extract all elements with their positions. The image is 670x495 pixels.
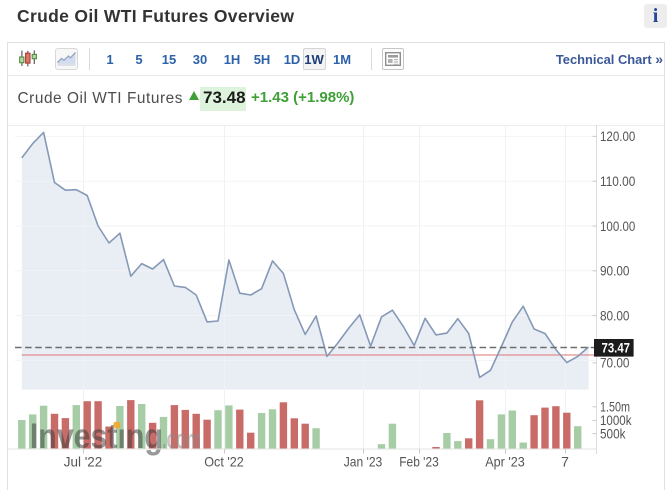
svg-text:Oct '22: Oct '22 (204, 454, 244, 470)
svg-text:Jan '23: Jan '23 (344, 454, 383, 470)
svg-text:7: 7 (561, 454, 569, 470)
svg-text:70.00: 70.00 (600, 355, 630, 371)
svg-text:1.50m: 1.50m (600, 399, 630, 415)
svg-text:Jul '22: Jul '22 (64, 454, 103, 470)
svg-text:Feb '23: Feb '23 (399, 454, 439, 470)
svg-text:73.47: 73.47 (602, 341, 631, 356)
svg-text:1000k: 1000k (600, 412, 632, 428)
svg-text:90.00: 90.00 (600, 263, 630, 279)
svg-text:Apr '23: Apr '23 (485, 454, 525, 470)
svg-text:120.00: 120.00 (600, 128, 635, 144)
svg-text:110.00: 110.00 (600, 173, 635, 189)
svg-text:Investıng: Investıng (30, 417, 163, 456)
svg-text:500k: 500k (600, 425, 626, 441)
svg-text:80.00: 80.00 (600, 307, 630, 323)
svg-text:100.00: 100.00 (600, 218, 635, 234)
